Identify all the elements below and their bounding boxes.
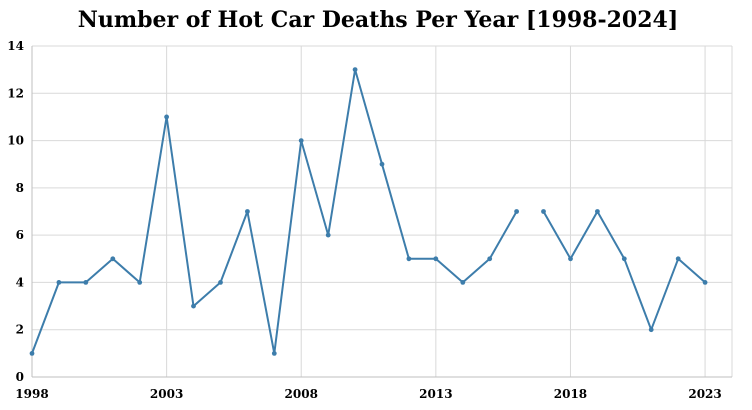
y-tick-label: 14 (7, 39, 24, 53)
axes (31, 46, 732, 378)
gridlines (31, 45, 733, 377)
data-point-2019 (595, 209, 600, 214)
data-point-2007 (271, 351, 277, 356)
data-point-2016 (514, 209, 519, 214)
data-point-2005 (218, 280, 223, 285)
data-point-2004 (191, 303, 196, 309)
series-line-segment-1 (31, 68, 518, 355)
data-point-2009 (325, 232, 331, 238)
series-hot-car-deaths (31, 68, 706, 355)
y-tick-labels: 0 2 4 6 8 10 12 14 (7, 39, 24, 384)
y-tick-label: 12 (7, 86, 24, 100)
x-tick-label: 1998 (15, 387, 48, 401)
data-point-2015 (487, 256, 493, 262)
y-tick-label: 0 (16, 370, 24, 384)
data-point-2000 (83, 280, 89, 285)
x-tick-label: 2013 (419, 387, 452, 401)
data-point-2010 (352, 67, 358, 72)
data-point-2023 (702, 280, 708, 285)
data-point-2008 (298, 138, 304, 144)
data-point-2012 (406, 256, 412, 262)
data-points (29, 67, 708, 356)
x-tick-label: 2003 (150, 387, 183, 401)
data-point-2020 (621, 256, 627, 262)
data-point-1999 (56, 280, 62, 285)
chart-title: Number of Hot Car Deaths Per Year [1998-… (78, 7, 679, 33)
data-point-2013 (433, 256, 439, 262)
data-point-2021 (648, 327, 654, 333)
x-tick-labels: 1998 2003 2008 2013 2018 2023 (15, 387, 721, 401)
data-point-2018 (568, 256, 573, 262)
data-point-2001 (110, 256, 116, 262)
data-point-2002 (137, 280, 143, 285)
data-point-2006 (245, 209, 250, 214)
y-tick-label: 8 (16, 181, 24, 195)
x-tick-label: 2008 (285, 387, 318, 401)
y-tick-label: 4 (16, 275, 24, 289)
y-tick-label: 2 (16, 323, 24, 337)
data-point-2022 (675, 256, 681, 262)
y-tick-label: 10 (7, 134, 24, 148)
x-tick-label: 2018 (554, 387, 587, 401)
data-point-2011 (379, 161, 385, 167)
y-tick-label: 6 (16, 228, 24, 242)
data-point-2014 (460, 280, 466, 285)
data-point-2003 (164, 114, 170, 120)
x-tick-label: 2023 (688, 387, 721, 401)
series-line-segment-2 (542, 210, 706, 331)
data-point-1998 (29, 351, 35, 356)
data-point-2017 (541, 209, 546, 214)
